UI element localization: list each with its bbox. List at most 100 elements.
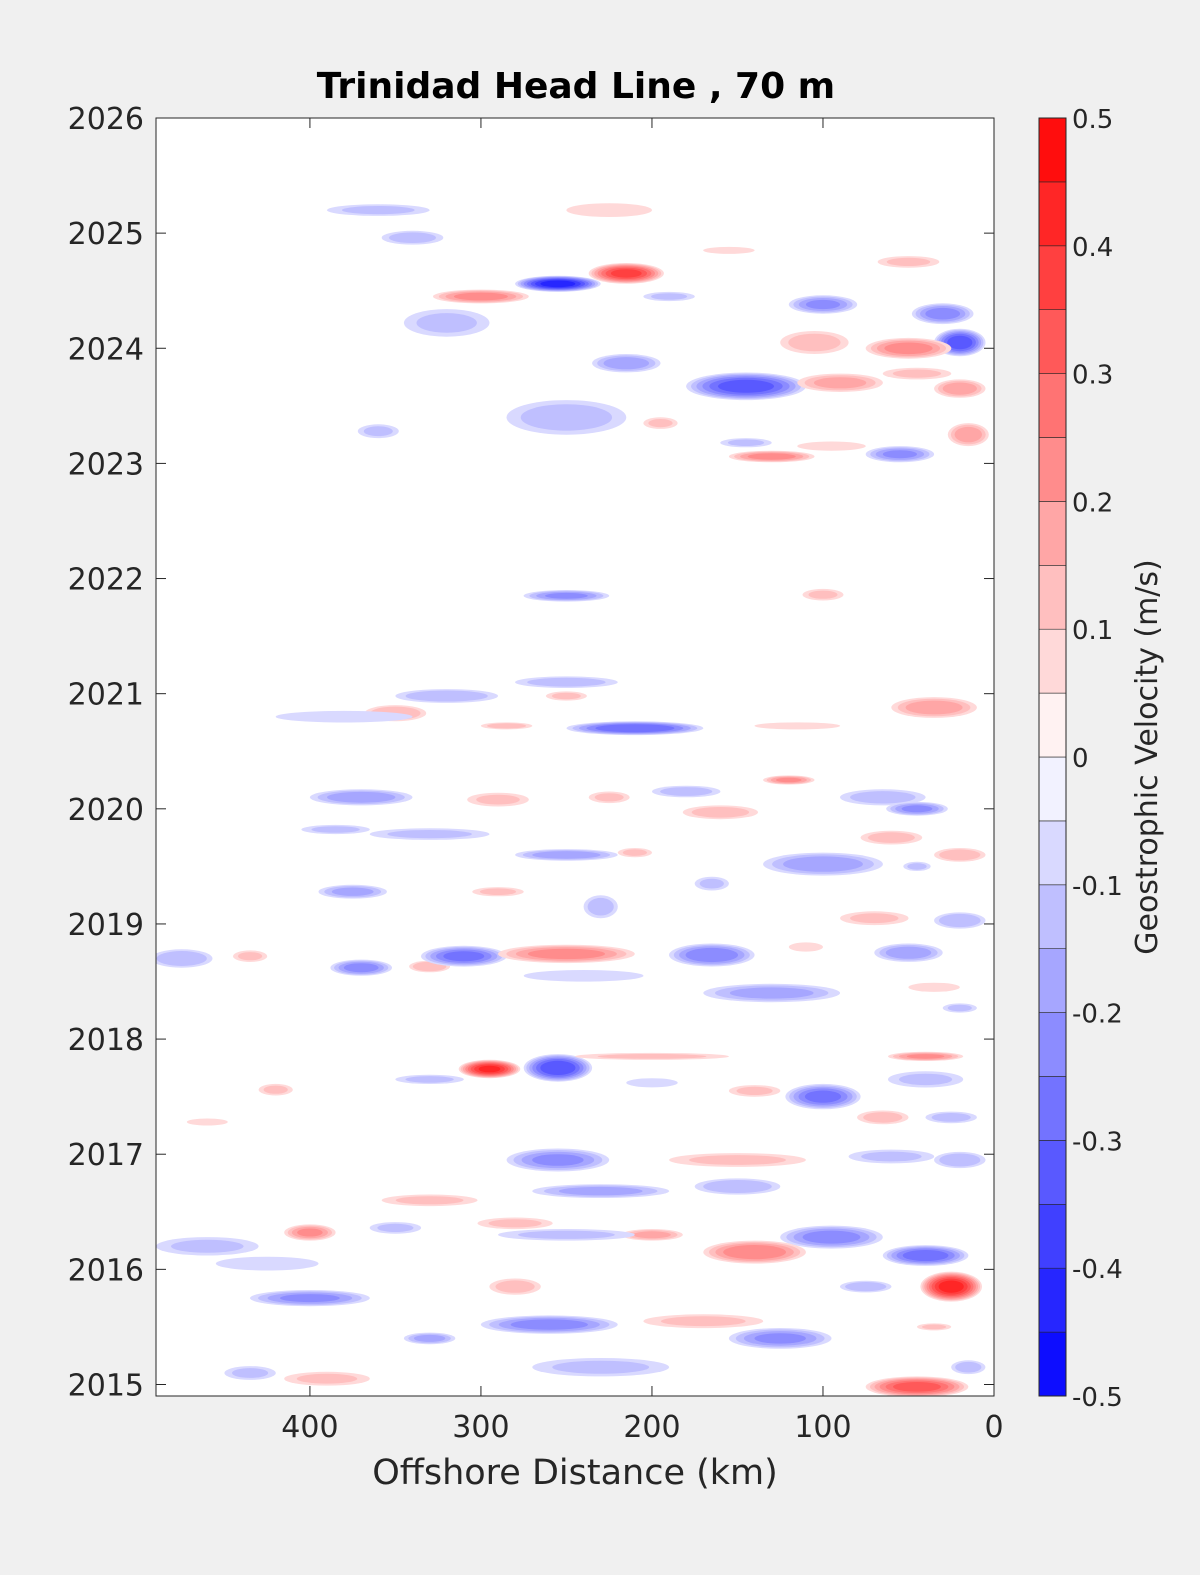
y-tick-label: 2017 [68, 1138, 144, 1173]
contour-level [186, 1118, 228, 1126]
contour-feature [886, 801, 948, 816]
contour-level [699, 878, 724, 889]
contour-feature [523, 1054, 593, 1082]
contour-feature [224, 1366, 276, 1380]
contour-level [802, 1230, 861, 1244]
colorbar-tick-label: -0.4 [1072, 1255, 1123, 1285]
contour-feature [284, 1371, 370, 1386]
contour-feature [480, 1315, 618, 1334]
contour-feature [951, 1360, 986, 1375]
contour-level [808, 590, 838, 599]
contour-level [476, 794, 520, 805]
contour-level [238, 952, 263, 961]
x-tick-label: 300 [452, 1410, 509, 1445]
contour-level [532, 851, 601, 859]
contour-level [685, 947, 738, 963]
contour-level [156, 951, 207, 966]
contour-level [886, 257, 931, 266]
contour-feature [903, 861, 931, 872]
contour-feature [467, 792, 529, 807]
contour-feature [284, 1224, 336, 1241]
contour-level [395, 1196, 464, 1205]
contour-feature [942, 1003, 977, 1013]
contour-feature [588, 791, 630, 804]
contour-feature [911, 303, 974, 325]
contour-level [363, 426, 393, 437]
contour-feature [780, 331, 849, 354]
contour-level [377, 1223, 414, 1232]
x-tick-label: 200 [623, 1410, 680, 1445]
contour-level [718, 379, 774, 393]
contour-feature [532, 1184, 670, 1198]
contour-feature [489, 1278, 541, 1295]
contour-feature [309, 789, 413, 806]
contour-feature [882, 1245, 969, 1266]
contour-level [902, 1250, 949, 1261]
contour-level [885, 946, 932, 959]
x-axis-label: Offshore Distance (km) [372, 1453, 778, 1493]
colorbar-segment [1038, 373, 1067, 438]
contour-level [938, 913, 981, 928]
colorbar-segment [1038, 1012, 1067, 1077]
contour-level [942, 382, 977, 395]
contour-feature [797, 441, 866, 451]
contour-feature [233, 950, 268, 962]
contour-feature [575, 1052, 729, 1060]
contour-level [387, 830, 472, 839]
y-tick-label: 2023 [68, 447, 144, 482]
contour-level [527, 948, 606, 960]
contour-feature [908, 982, 960, 992]
contour-level [523, 970, 644, 982]
contour-level [633, 1231, 671, 1239]
contour-level [587, 897, 614, 916]
contour-level [893, 1382, 941, 1392]
contour-feature [621, 1229, 683, 1241]
y-tick-label: 2015 [68, 1368, 144, 1403]
colorbar-tick-label: -0.2 [1072, 1000, 1123, 1030]
contour-feature [934, 912, 986, 929]
contour-level [510, 1319, 588, 1330]
contour-feature [877, 256, 940, 268]
contour-feature [318, 884, 387, 899]
x-tick-label: 0 [984, 1410, 1003, 1445]
contour-feature [327, 204, 430, 216]
colorbar-segment [1038, 820, 1067, 886]
contour-level [626, 1078, 678, 1088]
colorbar-segment [1038, 628, 1067, 694]
colorbar-tick-label: -0.5 [1072, 1383, 1123, 1413]
contour-level [331, 887, 374, 896]
contour-level [520, 404, 613, 431]
contour-feature [498, 1229, 635, 1241]
contour-level [947, 335, 973, 350]
contour-level [906, 1054, 945, 1059]
contour-feature [682, 805, 759, 820]
colorbar-segment [1038, 501, 1067, 566]
contour-feature [840, 911, 909, 926]
colorbar-segment [1038, 1331, 1067, 1397]
contour-level [552, 1360, 650, 1374]
contour-level [901, 805, 933, 813]
contour-level [558, 1186, 643, 1196]
colorbar-segment [1038, 1076, 1067, 1141]
colorbar-segment [1038, 756, 1067, 822]
contour-level [908, 982, 960, 992]
contour-feature [703, 983, 841, 1003]
contour-layer [156, 203, 989, 1396]
contour-feature [934, 379, 986, 398]
contour-feature [840, 1280, 892, 1293]
colorbar-segment [1038, 884, 1067, 949]
contour-feature [643, 417, 678, 429]
contour-level [545, 592, 588, 599]
contour-level [788, 942, 824, 952]
contour-level [689, 1155, 786, 1165]
colorbar-segment [1038, 1140, 1067, 1205]
contour-feature [652, 785, 721, 798]
contour-feature [728, 1328, 832, 1349]
contour-level [443, 951, 485, 962]
contour-level [296, 1373, 358, 1384]
contour-feature [545, 691, 587, 701]
contour-level [280, 1294, 340, 1303]
contour-feature [797, 373, 883, 392]
contour-level [754, 1333, 806, 1344]
contour-level [232, 1368, 269, 1378]
